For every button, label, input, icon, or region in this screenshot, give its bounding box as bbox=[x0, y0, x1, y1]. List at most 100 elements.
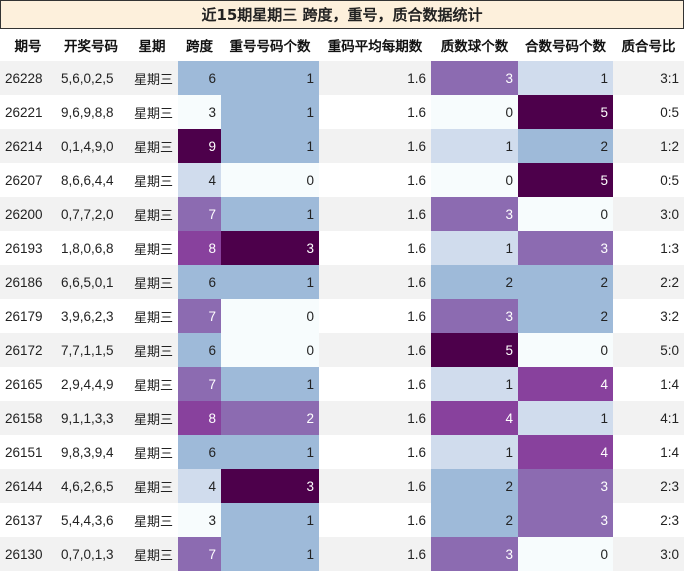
cell-numbers: 3,9,6,2,3 bbox=[56, 299, 126, 333]
cell-numbers: 5,6,0,2,5 bbox=[56, 61, 126, 95]
cell-weekday: 星期三 bbox=[126, 367, 178, 401]
cell-issue: 26228 bbox=[0, 61, 56, 95]
cell-numbers: 8,6,6,4,4 bbox=[56, 163, 126, 197]
cell-prime-composite-ratio: 1:2 bbox=[613, 129, 684, 163]
cell-repeat-average: 1.6 bbox=[319, 469, 431, 503]
cell-weekday: 星期三 bbox=[126, 401, 178, 435]
col-header-composite-count: 合数号码个数 bbox=[518, 29, 613, 61]
cell-prime-count: 1 bbox=[431, 231, 518, 265]
col-header-prime-composite-ratio: 质合号比 bbox=[613, 29, 684, 61]
col-header-span: 跨度 bbox=[178, 29, 221, 61]
col-header-prime-count: 质数球个数 bbox=[431, 29, 518, 61]
cell-repeat-average: 1.6 bbox=[319, 537, 431, 571]
cell-prime-composite-ratio: 1:4 bbox=[613, 367, 684, 401]
table-row: 26193 1,8,0,6,8 星期三 8 3 1.6 1 3 1:3 bbox=[0, 231, 684, 265]
cell-repeat-count: 1 bbox=[221, 367, 319, 401]
cell-composite-count: 1 bbox=[518, 401, 613, 435]
cell-span: 7 bbox=[178, 367, 221, 401]
col-header-numbers: 开奖号码 bbox=[56, 29, 126, 61]
cell-composite-count: 2 bbox=[518, 299, 613, 333]
col-header-weekday: 星期 bbox=[126, 29, 178, 61]
cell-numbers: 9,1,1,3,3 bbox=[56, 401, 126, 435]
cell-prime-count: 0 bbox=[431, 95, 518, 129]
col-header-repeat-average: 重码平均每期数 bbox=[319, 29, 431, 61]
table-row: 26130 0,7,0,1,3 星期三 7 1 1.6 3 0 3:0 bbox=[0, 537, 684, 571]
cell-prime-count: 2 bbox=[431, 503, 518, 537]
cell-repeat-average: 1.6 bbox=[319, 231, 431, 265]
cell-weekday: 星期三 bbox=[126, 197, 178, 231]
cell-issue: 26130 bbox=[0, 537, 56, 571]
cell-weekday: 星期三 bbox=[126, 61, 178, 95]
cell-span: 8 bbox=[178, 231, 221, 265]
cell-repeat-count: 1 bbox=[221, 61, 319, 95]
cell-composite-count: 0 bbox=[518, 197, 613, 231]
cell-prime-count: 1 bbox=[431, 367, 518, 401]
table-row: 26221 9,6,9,8,8 星期三 3 1 1.6 0 5 0:5 bbox=[0, 95, 684, 129]
cell-issue: 26158 bbox=[0, 401, 56, 435]
cell-repeat-average: 1.6 bbox=[319, 401, 431, 435]
table-row: 26151 9,8,3,9,4 星期三 6 1 1.6 1 4 1:4 bbox=[0, 435, 684, 469]
cell-composite-count: 4 bbox=[518, 367, 613, 401]
cell-repeat-average: 1.6 bbox=[319, 61, 431, 95]
cell-issue: 26144 bbox=[0, 469, 56, 503]
cell-numbers: 5,4,4,3,6 bbox=[56, 503, 126, 537]
col-header-issue: 期号 bbox=[0, 29, 56, 61]
stats-table: 期号 开奖号码 星期 跨度 重号号码个数 重码平均每期数 质数球个数 合数号码个… bbox=[0, 29, 684, 571]
cell-composite-count: 0 bbox=[518, 333, 613, 367]
cell-prime-composite-ratio: 2:3 bbox=[613, 503, 684, 537]
cell-composite-count: 5 bbox=[518, 95, 613, 129]
cell-prime-composite-ratio: 2:2 bbox=[613, 265, 684, 299]
table-row: 26137 5,4,4,3,6 星期三 3 1 1.6 2 3 2:3 bbox=[0, 503, 684, 537]
cell-prime-composite-ratio: 5:0 bbox=[613, 333, 684, 367]
cell-numbers: 6,6,5,0,1 bbox=[56, 265, 126, 299]
cell-repeat-count: 1 bbox=[221, 537, 319, 571]
cell-span: 7 bbox=[178, 299, 221, 333]
cell-span: 7 bbox=[178, 537, 221, 571]
cell-issue: 26200 bbox=[0, 197, 56, 231]
cell-prime-count: 4 bbox=[431, 401, 518, 435]
table-row: 26214 0,1,4,9,0 星期三 9 1 1.6 1 2 1:2 bbox=[0, 129, 684, 163]
cell-repeat-average: 1.6 bbox=[319, 333, 431, 367]
cell-issue: 26137 bbox=[0, 503, 56, 537]
cell-weekday: 星期三 bbox=[126, 231, 178, 265]
cell-repeat-average: 1.6 bbox=[319, 163, 431, 197]
cell-numbers: 2,9,4,4,9 bbox=[56, 367, 126, 401]
cell-prime-composite-ratio: 3:2 bbox=[613, 299, 684, 333]
col-header-repeat-count: 重号号码个数 bbox=[221, 29, 319, 61]
cell-repeat-count: 0 bbox=[221, 333, 319, 367]
cell-repeat-count: 3 bbox=[221, 231, 319, 265]
cell-prime-composite-ratio: 1:4 bbox=[613, 435, 684, 469]
cell-prime-count: 5 bbox=[431, 333, 518, 367]
cell-span: 8 bbox=[178, 401, 221, 435]
table-row: 26172 7,7,1,1,5 星期三 6 0 1.6 5 0 5:0 bbox=[0, 333, 684, 367]
cell-composite-count: 5 bbox=[518, 163, 613, 197]
cell-repeat-average: 1.6 bbox=[319, 299, 431, 333]
cell-repeat-average: 1.6 bbox=[319, 367, 431, 401]
cell-span: 4 bbox=[178, 469, 221, 503]
table-row: 26158 9,1,1,3,3 星期三 8 2 1.6 4 1 4:1 bbox=[0, 401, 684, 435]
cell-repeat-count: 1 bbox=[221, 95, 319, 129]
cell-composite-count: 1 bbox=[518, 61, 613, 95]
cell-composite-count: 3 bbox=[518, 503, 613, 537]
cell-repeat-count: 1 bbox=[221, 503, 319, 537]
cell-issue: 26207 bbox=[0, 163, 56, 197]
cell-span: 6 bbox=[178, 435, 221, 469]
cell-repeat-count: 1 bbox=[221, 265, 319, 299]
cell-prime-count: 3 bbox=[431, 299, 518, 333]
cell-repeat-count: 2 bbox=[221, 401, 319, 435]
cell-prime-composite-ratio: 1:3 bbox=[613, 231, 684, 265]
cell-weekday: 星期三 bbox=[126, 299, 178, 333]
cell-weekday: 星期三 bbox=[126, 129, 178, 163]
table-row: 26179 3,9,6,2,3 星期三 7 0 1.6 3 2 3:2 bbox=[0, 299, 684, 333]
cell-issue: 26172 bbox=[0, 333, 56, 367]
table-row: 26228 5,6,0,2,5 星期三 6 1 1.6 3 1 3:1 bbox=[0, 61, 684, 95]
cell-span: 6 bbox=[178, 61, 221, 95]
cell-repeat-count: 1 bbox=[221, 197, 319, 231]
cell-repeat-average: 1.6 bbox=[319, 197, 431, 231]
table-row: 26186 6,6,5,0,1 星期三 6 1 1.6 2 2 2:2 bbox=[0, 265, 684, 299]
cell-numbers: 9,6,9,8,8 bbox=[56, 95, 126, 129]
table-row: 26165 2,9,4,4,9 星期三 7 1 1.6 1 4 1:4 bbox=[0, 367, 684, 401]
cell-prime-count: 3 bbox=[431, 537, 518, 571]
header-row: 期号 开奖号码 星期 跨度 重号号码个数 重码平均每期数 质数球个数 合数号码个… bbox=[0, 29, 684, 61]
